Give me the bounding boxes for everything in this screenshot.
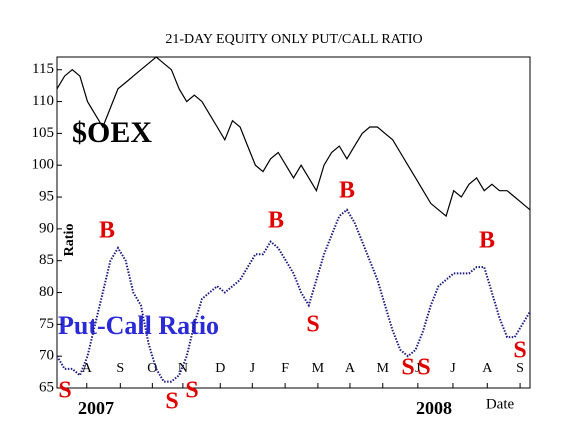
x-tick-label: J bbox=[415, 361, 421, 376]
y-tick-label: 90 bbox=[39, 220, 54, 236]
signal-label: B bbox=[99, 218, 115, 244]
signal-label: S bbox=[401, 355, 414, 381]
y-tick-label: 85 bbox=[39, 252, 54, 268]
y-tick-label: 65 bbox=[39, 379, 54, 395]
x-tick-label: A bbox=[345, 361, 356, 376]
signal-label: B bbox=[268, 208, 284, 234]
year-label: 2008 bbox=[416, 398, 452, 418]
y-tick-label: 75 bbox=[39, 316, 54, 332]
x-tick-label: O bbox=[147, 361, 157, 376]
y-tick-label: 80 bbox=[39, 284, 54, 300]
signal-label: B bbox=[339, 178, 355, 204]
x-tick-label: M bbox=[377, 361, 390, 376]
y-tick-label: 115 bbox=[32, 61, 54, 77]
y-tick-label: 100 bbox=[32, 157, 55, 173]
x-tick-label: S bbox=[516, 361, 524, 376]
signal-label: S bbox=[417, 355, 430, 381]
x-tick-label: M bbox=[312, 361, 325, 376]
signal-label: S bbox=[165, 389, 178, 415]
series-line bbox=[56, 208, 531, 383]
signal-label: S bbox=[306, 312, 319, 338]
x-tick-label: F bbox=[281, 361, 289, 376]
x-tick-label: J bbox=[450, 361, 456, 376]
x-tick-label: A bbox=[482, 361, 493, 376]
year-label: 2007 bbox=[78, 398, 114, 418]
plot-frame bbox=[56, 56, 531, 389]
y-axis-label: Ratio bbox=[62, 224, 77, 257]
x-tick-label: D bbox=[215, 361, 225, 376]
series-label: $OEX bbox=[72, 116, 152, 149]
chart-title: 21-DAY EQUITY ONLY PUT/CALL RATIO bbox=[165, 32, 422, 47]
signal-label: S bbox=[513, 338, 526, 364]
y-tick-label: 105 bbox=[32, 125, 55, 141]
signal-label: B bbox=[479, 228, 495, 254]
y-tick-label: 110 bbox=[32, 93, 54, 109]
signal-label: S bbox=[185, 378, 198, 404]
x-tick-label: N bbox=[178, 361, 188, 376]
x-axis-label: Date bbox=[486, 396, 515, 412]
y-tick-label: 95 bbox=[39, 188, 54, 204]
x-tick-label: A bbox=[82, 361, 93, 376]
series-label: Put-Call Ratio bbox=[58, 311, 219, 340]
x-tick-label: J bbox=[250, 361, 256, 376]
signal-label: S bbox=[58, 378, 71, 404]
series-line bbox=[56, 56, 531, 218]
y-tick-label: 70 bbox=[39, 348, 54, 364]
x-tick-label: S bbox=[116, 361, 124, 376]
